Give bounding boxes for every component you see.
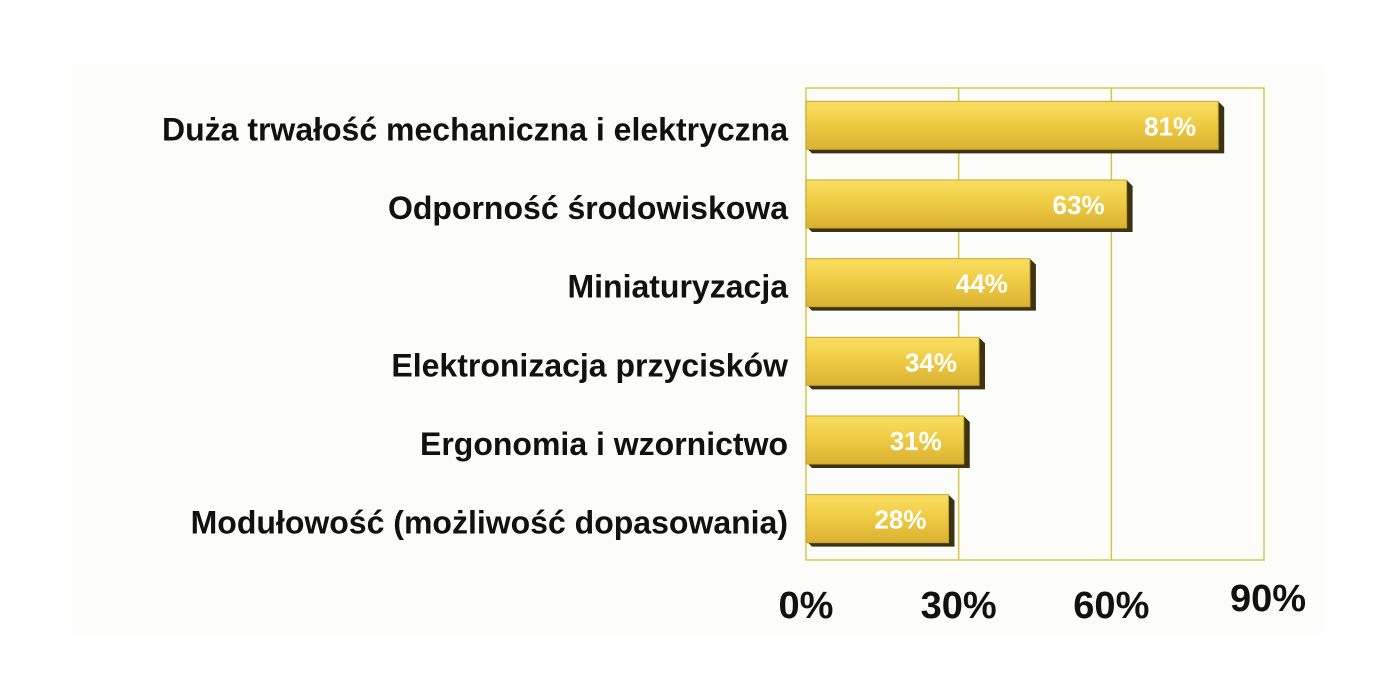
bar-highlight [807, 338, 979, 345]
bar-highlight [807, 259, 1029, 266]
bar-highlight [807, 495, 948, 502]
data-label: 81% [1144, 111, 1196, 141]
data-label: 44% [956, 269, 1008, 299]
bar [805, 336, 980, 386]
bar [805, 494, 949, 544]
bar [805, 179, 1128, 229]
category-label: Miniaturyzacja [567, 269, 788, 305]
category-labels: Duża trwałość mechaniczna i elektryczna O… [162, 111, 788, 540]
bar-highlight [807, 181, 1126, 187]
bar-group: 31% [805, 415, 970, 468]
bar-group: 63% [805, 179, 1133, 232]
bar-highlight [807, 417, 963, 423]
bar-group: 81% [805, 100, 1225, 154]
category-label: Elektronizacja przycisków [391, 347, 788, 383]
bars: 81% 63% 44% 34% 31% 28% [805, 100, 1225, 547]
bar-group: 34% [805, 336, 986, 390]
bar-group: 44% [805, 258, 1036, 311]
bar-highlight [807, 102, 1218, 109]
category-label: Modułowość (możliwość dopasowania) [191, 505, 788, 541]
bar [805, 415, 965, 465]
data-label: 31% [890, 426, 942, 456]
chart-background-panel [72, 65, 1324, 633]
category-label: Odporność środowiskowa [388, 190, 788, 226]
data-label: 28% [874, 505, 926, 535]
category-label: Ergonomia i wzornictwo [420, 426, 788, 462]
gridlines [805, 87, 1265, 561]
plot-border [805, 87, 1265, 561]
bar [805, 100, 1219, 150]
data-label: 63% [1053, 190, 1105, 220]
x-tick-label: 0% [779, 585, 834, 627]
x-tick-label: 60% [1073, 585, 1149, 627]
data-label: 34% [905, 347, 957, 377]
bar [805, 258, 1031, 308]
x-tick-label: 30% [921, 585, 997, 627]
x-axis-tick-labels: 0% 30% 60% 90% [779, 578, 1306, 627]
category-label: Duża trwałość mechaniczna i elektryczna [162, 111, 788, 147]
bar-group: 28% [805, 494, 955, 547]
x-tick-label: 90% [1230, 578, 1306, 620]
